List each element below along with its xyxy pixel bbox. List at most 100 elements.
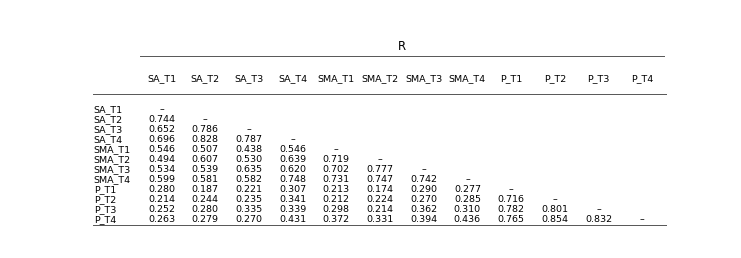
Text: 0.534: 0.534 (148, 165, 175, 174)
Text: –: – (203, 115, 207, 124)
Text: 0.307: 0.307 (279, 185, 306, 194)
Text: SMA_T1: SMA_T1 (94, 145, 131, 154)
Text: 0.787: 0.787 (236, 135, 262, 144)
Text: SA_T4: SA_T4 (94, 135, 123, 144)
Text: 0.280: 0.280 (192, 205, 219, 214)
Text: 0.716: 0.716 (498, 195, 525, 204)
Text: 0.742: 0.742 (411, 175, 437, 184)
Text: P_T4: P_T4 (94, 215, 116, 224)
Text: 0.436: 0.436 (453, 215, 481, 224)
Text: SA_T1: SA_T1 (94, 105, 123, 114)
Text: 0.187: 0.187 (192, 185, 219, 194)
Text: 0.582: 0.582 (236, 175, 262, 184)
Text: 0.748: 0.748 (279, 175, 306, 184)
Text: 0.832: 0.832 (585, 215, 612, 224)
Text: 0.331: 0.331 (366, 215, 393, 224)
Text: –: – (465, 175, 470, 184)
Text: 0.507: 0.507 (192, 145, 219, 154)
Text: 0.438: 0.438 (236, 145, 262, 154)
Text: 0.747: 0.747 (367, 175, 393, 184)
Text: SA_T1: SA_T1 (147, 74, 176, 83)
Text: R: R (398, 40, 406, 53)
Text: 0.280: 0.280 (148, 185, 175, 194)
Text: 0.285: 0.285 (454, 195, 481, 204)
Text: 0.635: 0.635 (236, 165, 262, 174)
Text: P_T3: P_T3 (94, 205, 116, 214)
Text: 0.620: 0.620 (279, 165, 306, 174)
Text: 0.290: 0.290 (411, 185, 437, 194)
Text: –: – (378, 155, 382, 164)
Text: 0.599: 0.599 (148, 175, 175, 184)
Text: 0.335: 0.335 (236, 205, 262, 214)
Text: 0.744: 0.744 (148, 115, 175, 124)
Text: P_T2: P_T2 (94, 195, 116, 204)
Text: 0.244: 0.244 (192, 195, 219, 204)
Text: 0.731: 0.731 (323, 175, 350, 184)
Text: 0.696: 0.696 (148, 135, 175, 144)
Text: SA_T4: SA_T4 (278, 74, 308, 83)
Text: –: – (639, 215, 645, 224)
Text: 0.801: 0.801 (541, 205, 568, 214)
Text: SMA_T4: SMA_T4 (449, 74, 486, 83)
Text: 0.546: 0.546 (148, 145, 175, 154)
Text: 0.212: 0.212 (323, 195, 350, 204)
Text: 0.581: 0.581 (192, 175, 219, 184)
Text: 0.270: 0.270 (236, 215, 262, 224)
Text: P_T3: P_T3 (588, 74, 610, 83)
Text: 0.372: 0.372 (323, 215, 350, 224)
Text: P_T2: P_T2 (544, 74, 566, 83)
Text: P_T4: P_T4 (631, 74, 654, 83)
Text: SMA_T1: SMA_T1 (318, 74, 355, 83)
Text: 0.782: 0.782 (498, 205, 525, 214)
Text: –: – (159, 105, 164, 114)
Text: 0.235: 0.235 (236, 195, 262, 204)
Text: SA_T2: SA_T2 (190, 74, 220, 83)
Text: 0.786: 0.786 (192, 125, 219, 134)
Text: SMA_T2: SMA_T2 (94, 155, 131, 164)
Text: 0.214: 0.214 (367, 205, 393, 214)
Text: 0.530: 0.530 (236, 155, 262, 164)
Text: –: – (596, 205, 601, 214)
Text: 0.765: 0.765 (498, 215, 525, 224)
Text: 0.546: 0.546 (279, 145, 306, 154)
Text: SMA_T3: SMA_T3 (405, 74, 442, 83)
Text: –: – (247, 125, 251, 134)
Text: 0.214: 0.214 (148, 195, 175, 204)
Text: 0.339: 0.339 (279, 205, 306, 214)
Text: 0.279: 0.279 (192, 215, 219, 224)
Text: –: – (290, 135, 295, 144)
Text: 0.221: 0.221 (236, 185, 262, 194)
Text: –: – (334, 145, 339, 154)
Text: 0.652: 0.652 (148, 125, 175, 134)
Text: SMA_T3: SMA_T3 (94, 165, 131, 174)
Text: SMA_T4: SMA_T4 (94, 175, 131, 184)
Text: –: – (422, 165, 426, 174)
Text: 0.394: 0.394 (411, 215, 437, 224)
Text: SA_T3: SA_T3 (94, 125, 123, 134)
Text: 0.174: 0.174 (367, 185, 393, 194)
Text: 0.431: 0.431 (279, 215, 306, 224)
Text: SA_T3: SA_T3 (234, 74, 264, 83)
Text: 0.252: 0.252 (148, 205, 175, 214)
Text: –: – (553, 195, 557, 204)
Text: 0.270: 0.270 (411, 195, 437, 204)
Text: 0.702: 0.702 (323, 165, 350, 174)
Text: 0.494: 0.494 (148, 155, 175, 164)
Text: 0.639: 0.639 (279, 155, 306, 164)
Text: 0.310: 0.310 (453, 205, 481, 214)
Text: 0.854: 0.854 (541, 215, 568, 224)
Text: 0.362: 0.362 (411, 205, 437, 214)
Text: SA_T2: SA_T2 (94, 115, 123, 124)
Text: 0.607: 0.607 (192, 155, 219, 164)
Text: 0.277: 0.277 (454, 185, 481, 194)
Text: 0.341: 0.341 (279, 195, 306, 204)
Text: 0.828: 0.828 (192, 135, 219, 144)
Text: 0.213: 0.213 (323, 185, 350, 194)
Text: 0.719: 0.719 (323, 155, 350, 164)
Text: 0.224: 0.224 (367, 195, 393, 204)
Text: P_T1: P_T1 (94, 185, 116, 194)
Text: SMA_T2: SMA_T2 (362, 74, 399, 83)
Text: 0.539: 0.539 (192, 165, 219, 174)
Text: –: – (509, 185, 514, 194)
Text: 0.298: 0.298 (323, 205, 350, 214)
